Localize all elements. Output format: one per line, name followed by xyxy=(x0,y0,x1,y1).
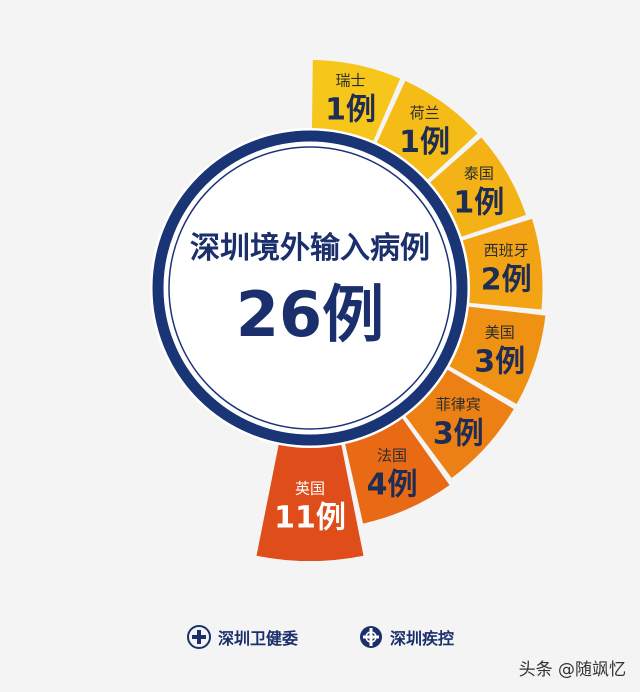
pie-segments xyxy=(256,60,546,561)
cdc-emblem-icon xyxy=(360,626,382,648)
slice-category-label-7: 法国 xyxy=(377,446,407,464)
logo-left-text: 深圳卫健委 xyxy=(218,629,299,648)
pie-slice-5 xyxy=(440,305,546,404)
slice-value-label-2: 1例 xyxy=(399,125,450,160)
slice-category-label-4: 西班牙 xyxy=(484,241,529,259)
logo-right-text: 深圳疾控 xyxy=(390,629,455,648)
watermark: 头条 @随飒忆 xyxy=(518,660,626,680)
footer: 深圳卫健委 深圳疾控 xyxy=(0,624,640,654)
total-label: 26例 xyxy=(236,278,384,351)
cdc-logo: 深圳疾控 xyxy=(358,624,454,650)
slice-value-label-8: 11例 xyxy=(274,501,346,536)
health-commission-logo: 深圳卫健委 xyxy=(186,624,298,650)
pie-slice-7 xyxy=(342,410,450,524)
slice-value-label-5: 3例 xyxy=(474,345,525,380)
pie-slice-8 xyxy=(256,435,364,561)
slice-category-label-2: 荷兰 xyxy=(410,104,440,122)
center-circle: 深圳境外输入病例 26例 xyxy=(150,128,470,448)
slice-value-label-4: 2例 xyxy=(481,262,532,297)
pie-slice-1 xyxy=(311,60,401,151)
slice-category-label-6: 菲律宾 xyxy=(436,395,481,413)
health-emblem-icon xyxy=(187,625,211,649)
slice-category-label-1: 瑞士 xyxy=(336,71,366,89)
slice-value-label-6: 3例 xyxy=(433,416,484,451)
slice-category-label-3: 泰国 xyxy=(464,165,494,183)
slice-value-label-1: 1例 xyxy=(325,92,376,127)
slice-category-label-8: 英国 xyxy=(295,480,325,498)
chart-title: 深圳境外输入病例 xyxy=(190,231,430,266)
slice-value-label-7: 4例 xyxy=(367,467,418,502)
pie-slice-4 xyxy=(453,218,543,310)
slice-value-label-3: 1例 xyxy=(453,186,504,221)
slice-category-label-5: 美国 xyxy=(485,324,515,342)
